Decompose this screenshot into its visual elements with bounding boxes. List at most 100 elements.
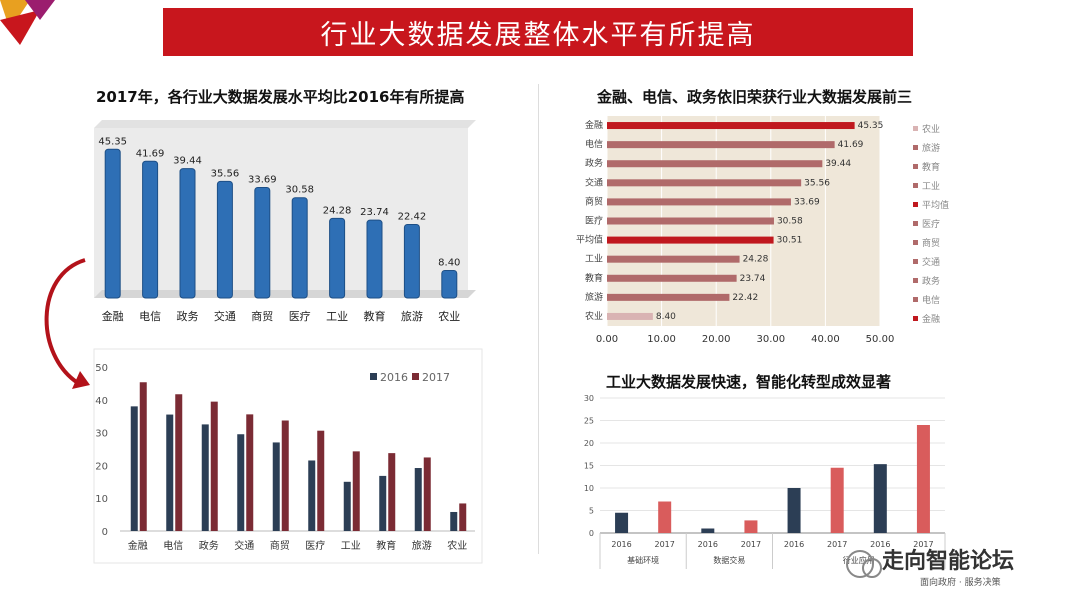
chart1-tick-label: 金融 [102,309,124,323]
chart3-data-label: 8.40 [656,312,676,322]
chart2-tick-label: 商贸 [270,539,290,552]
chart1-bar [104,148,121,299]
chart4-bar-chart: 0 5 10 15 20 25 30 2016 2017 2016 2017 2016 2017 2016… [584,394,946,569]
chart4-bar-2016 [787,488,801,533]
chart3-bar [607,255,740,263]
chart3-legend-swatch [913,164,918,169]
chart3-x-tick: 0.00 [596,334,618,345]
chart3-tick-label: 商贸 [585,195,603,207]
chart4-group-label: 数据交易 [713,555,745,565]
chart1-title: 2017年，各行业大数据发展水平均比2016年有所提高 [96,88,465,106]
chart3-bar [607,179,802,187]
chart1-bar [329,217,346,299]
decorative-corner [0,0,55,45]
chart3-data-label: 24.28 [743,255,769,265]
chart3-legend-label: 旅游 [922,142,940,154]
chart2-tick-label: 交通 [234,539,254,552]
chart3-legend-label: 政务 [922,275,940,287]
chart3-legend-label: 平均值 [922,199,949,211]
chart3-data-label: 39.44 [825,159,851,169]
chart3-legend-label: 金融 [922,313,940,325]
chart1-bar [403,223,420,299]
chart1-data-label: 30.58 [285,185,314,196]
chart3-legend-label: 交通 [922,256,940,268]
chart3-bar [607,312,653,320]
chart1-bar [254,186,271,299]
chart3-legend-swatch [913,240,918,245]
chart2-legend-swatch [370,373,377,380]
chart1-bar [216,180,233,299]
chart1-tick-label: 旅游 [401,309,423,323]
chart2-bar-2017 [281,420,289,531]
chart4-title: 工业大数据发展快速，智能化转型成效显著 [606,373,892,391]
chart3-legend-label: 医疗 [922,218,940,230]
chart2-y-tick: 10 [95,494,108,505]
chart3-legend-swatch [913,297,918,302]
chart1-data-label: 41.69 [136,148,165,159]
chart3-data-label: 35.56 [804,178,830,188]
chart3-x-tick: 30.00 [756,334,785,345]
chart2-y-tick: 20 [95,461,108,472]
chart3-x-tick: 10.00 [647,334,676,345]
chart4-bar-2017 [744,520,758,533]
chart2-bar-2017 [246,414,254,531]
chart1-data-label: 39.44 [173,156,202,167]
flow-arrow [44,258,90,389]
chart3-x-tick: 40.00 [811,334,840,345]
chart4-y-tick: 5 [589,507,594,516]
chart4-y-tick: 10 [584,484,594,493]
chart3-tick-label: 电信 [585,138,603,150]
chart3-data-label: 33.69 [794,197,820,207]
chart4-x-tick: 2017 [913,540,933,549]
chart1-data-label: 24.28 [323,205,352,216]
chart3-bar [607,122,855,130]
chart1-data-label: 8.40 [438,257,460,268]
chart3-bar [607,141,835,149]
chart3-bar [607,293,730,301]
chart3-legend-swatch [913,278,918,283]
chart2-legend-label: 2016 [380,371,408,384]
chart2-bar-2016 [343,481,351,531]
chart4-bar-2017 [658,501,672,533]
chart3-legend-swatch [913,202,918,207]
chart2-bar-2016 [450,511,458,531]
chart3-legend-swatch [913,183,918,188]
watermark-text: 走向智能论坛 [882,549,1015,574]
chart3-data-label: 30.51 [777,236,803,246]
chart2-bar-2017 [175,394,183,531]
chart2-bar-2016 [237,434,245,531]
chart2-bar-2017 [210,401,218,531]
chart2-bar-2016 [130,406,138,531]
chart1-bar-chart: 45.35 金融 41.69 电信 39.44 政务 35.56 交通 33.69 商贸 30.58… [94,120,476,323]
chart2-bar-2017 [423,457,431,531]
chart2-tick-label: 金融 [128,539,148,552]
chart2-bar-2017 [388,453,396,531]
chart1-tick-label: 政务 [177,309,199,323]
watermark-logo [846,550,882,578]
chart3-tick-label: 交通 [585,176,603,188]
chart2-bar-2016 [414,468,422,531]
chart3-title: 金融、电信、政务依旧荣获行业大数据发展前三 [597,88,913,106]
chart3-legend-swatch [913,259,918,264]
watermark-subtext: 面向政府 · 服务决策 [920,578,1001,588]
chart3-legend-swatch [913,145,918,150]
chart4-bar-2016 [701,528,715,533]
chart3-data-label: 23.74 [740,274,766,284]
chart1-bar [179,168,196,299]
chart2-tick-label: 农业 [447,539,467,552]
chart3-tick-label: 工业 [585,254,603,265]
chart3-x-tick: 50.00 [866,334,895,345]
chart4-x-tick: 2016 [611,540,631,549]
chart3-data-label: 45.35 [858,121,884,131]
chart4-bar-2017 [916,425,930,533]
chart4-x-tick: 2017 [827,540,847,549]
chart4-y-tick: 25 [584,417,594,426]
chart2-y-tick: 40 [95,396,108,407]
chart3-tick-label: 金融 [585,119,603,131]
chart1-tick-label: 商贸 [251,309,273,323]
chart3-data-label: 41.69 [838,140,864,150]
chart3-tick-label: 平均值 [576,234,603,246]
chart3-x-tick: 20.00 [702,334,731,345]
chart2-bar-2016 [201,424,209,531]
chart1-data-label: 23.74 [360,207,389,218]
